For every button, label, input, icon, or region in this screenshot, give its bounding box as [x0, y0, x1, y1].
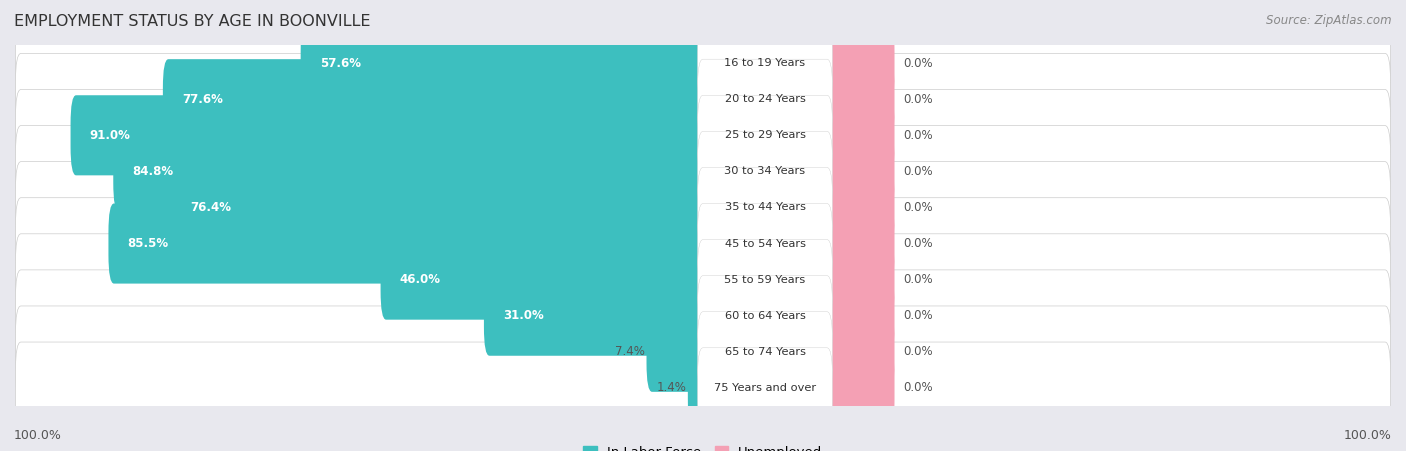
Legend: In Labor Force, Unemployed: In Labor Force, Unemployed [578, 441, 828, 451]
Text: 31.0%: 31.0% [503, 309, 544, 322]
FancyBboxPatch shape [821, 131, 894, 212]
FancyBboxPatch shape [647, 312, 709, 392]
Text: 0.0%: 0.0% [903, 237, 932, 250]
FancyBboxPatch shape [821, 348, 894, 428]
FancyBboxPatch shape [688, 348, 709, 428]
FancyBboxPatch shape [697, 276, 832, 356]
Text: 0.0%: 0.0% [903, 345, 932, 358]
Text: 60 to 64 Years: 60 to 64 Years [724, 311, 806, 321]
FancyBboxPatch shape [15, 125, 1391, 217]
FancyBboxPatch shape [163, 59, 709, 139]
Text: 0.0%: 0.0% [903, 57, 932, 69]
Text: 100.0%: 100.0% [1344, 429, 1392, 442]
Text: 7.4%: 7.4% [616, 345, 645, 358]
FancyBboxPatch shape [821, 95, 894, 175]
Text: 0.0%: 0.0% [903, 165, 932, 178]
FancyBboxPatch shape [114, 131, 709, 212]
FancyBboxPatch shape [15, 198, 1391, 290]
FancyBboxPatch shape [697, 95, 832, 175]
Text: 65 to 74 Years: 65 to 74 Years [724, 347, 806, 357]
Text: 25 to 29 Years: 25 to 29 Years [724, 130, 806, 140]
Text: 55 to 59 Years: 55 to 59 Years [724, 275, 806, 285]
FancyBboxPatch shape [697, 131, 832, 212]
Text: 20 to 24 Years: 20 to 24 Years [724, 94, 806, 104]
FancyBboxPatch shape [821, 59, 894, 139]
FancyBboxPatch shape [15, 270, 1391, 362]
Text: EMPLOYMENT STATUS BY AGE IN BOONVILLE: EMPLOYMENT STATUS BY AGE IN BOONVILLE [14, 14, 371, 28]
FancyBboxPatch shape [697, 23, 832, 103]
FancyBboxPatch shape [15, 53, 1391, 145]
FancyBboxPatch shape [821, 23, 894, 103]
Text: 100.0%: 100.0% [14, 429, 62, 442]
FancyBboxPatch shape [381, 239, 709, 320]
FancyBboxPatch shape [697, 203, 832, 284]
FancyBboxPatch shape [697, 312, 832, 392]
Text: 0.0%: 0.0% [903, 201, 932, 214]
FancyBboxPatch shape [15, 161, 1391, 253]
FancyBboxPatch shape [697, 239, 832, 320]
Text: 35 to 44 Years: 35 to 44 Years [724, 202, 806, 212]
Text: 57.6%: 57.6% [321, 57, 361, 69]
Text: 1.4%: 1.4% [657, 382, 686, 394]
Text: 0.0%: 0.0% [903, 93, 932, 106]
FancyBboxPatch shape [821, 167, 894, 248]
FancyBboxPatch shape [821, 276, 894, 356]
FancyBboxPatch shape [484, 276, 709, 356]
FancyBboxPatch shape [301, 23, 709, 103]
Text: 0.0%: 0.0% [903, 382, 932, 394]
FancyBboxPatch shape [15, 342, 1391, 434]
Text: 75 Years and over: 75 Years and over [714, 383, 815, 393]
Text: 0.0%: 0.0% [903, 129, 932, 142]
Text: 45 to 54 Years: 45 to 54 Years [724, 239, 806, 249]
Text: 30 to 34 Years: 30 to 34 Years [724, 166, 806, 176]
FancyBboxPatch shape [821, 312, 894, 392]
FancyBboxPatch shape [697, 348, 832, 428]
Text: 16 to 19 Years: 16 to 19 Years [724, 58, 806, 68]
FancyBboxPatch shape [108, 203, 709, 284]
Text: 0.0%: 0.0% [903, 309, 932, 322]
Text: 91.0%: 91.0% [90, 129, 131, 142]
Text: 76.4%: 76.4% [190, 201, 232, 214]
FancyBboxPatch shape [821, 203, 894, 284]
Text: 77.6%: 77.6% [183, 93, 224, 106]
FancyBboxPatch shape [15, 17, 1391, 109]
FancyBboxPatch shape [15, 89, 1391, 181]
FancyBboxPatch shape [70, 95, 709, 175]
Text: 0.0%: 0.0% [903, 273, 932, 286]
FancyBboxPatch shape [697, 167, 832, 248]
Text: 46.0%: 46.0% [399, 273, 441, 286]
FancyBboxPatch shape [15, 234, 1391, 326]
FancyBboxPatch shape [172, 167, 709, 248]
Text: 84.8%: 84.8% [132, 165, 174, 178]
Text: 85.5%: 85.5% [128, 237, 169, 250]
FancyBboxPatch shape [821, 239, 894, 320]
Text: Source: ZipAtlas.com: Source: ZipAtlas.com [1267, 14, 1392, 27]
FancyBboxPatch shape [15, 306, 1391, 398]
FancyBboxPatch shape [697, 59, 832, 139]
